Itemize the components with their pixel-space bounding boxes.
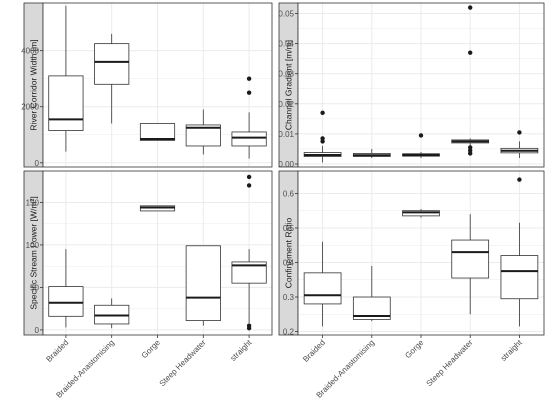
outlier-point: [468, 148, 473, 153]
y-tick-label: 0.5: [283, 224, 295, 233]
box-iqr: [352, 296, 391, 320]
box-gorge: [402, 133, 440, 158]
box-gorge: [139, 123, 176, 141]
box-iqr: [48, 286, 84, 317]
x-tick-label: Steep Headwater: [425, 338, 475, 388]
y-tick-label: 50: [30, 283, 39, 292]
strip-label: River Corridor Width [m]: [29, 39, 39, 130]
panel-border: [42, 2, 273, 168]
box-gorge: [139, 205, 176, 212]
box-iqr: [451, 239, 490, 279]
box-iqr: [500, 255, 539, 300]
box-iqr: [139, 123, 176, 141]
box-braided: [303, 241, 342, 327]
y-tick-label: 0.6: [283, 189, 295, 198]
y-tick-label: 0.3: [283, 293, 295, 302]
outlier-point: [246, 183, 252, 188]
outlier-point: [517, 130, 522, 135]
x-tick-label: Braided: [301, 338, 327, 364]
box-braided: [48, 249, 84, 328]
y-tick-label: 0.03: [278, 70, 294, 79]
outlier-point: [468, 50, 473, 55]
box-iqr: [185, 124, 221, 147]
box-braided: [48, 5, 84, 152]
outlier-point: [246, 90, 252, 95]
y-tick-label: 4000: [21, 47, 39, 56]
outlier-point: [246, 76, 252, 81]
outlier-point: [468, 145, 473, 150]
panel-2: Specific Stream Power [W/m²] 0 50 100 150 Bra…: [23, 170, 273, 400]
strip-label: Confinement Ratio: [284, 218, 294, 289]
box-straight: [500, 177, 539, 327]
y-tick-label: 100: [26, 241, 40, 250]
box-gorge: [402, 208, 440, 218]
x-tick-label: Steep Headwater: [158, 338, 208, 388]
outlier-point: [418, 133, 424, 138]
box-iqr: [231, 261, 267, 284]
box-braided-anastomising: [94, 298, 130, 329]
outlier-point: [320, 136, 325, 141]
x-tick-label: straight: [229, 338, 254, 363]
outlier-point: [320, 139, 325, 144]
box-steep-headwater: [185, 245, 221, 326]
strip-label: Channel Gradient [m/m]: [284, 40, 294, 130]
outlier-point: [468, 151, 473, 156]
box-iqr: [231, 131, 267, 147]
box-iqr: [185, 245, 221, 321]
y-tick-label: 150: [26, 198, 40, 207]
outlier-point: [246, 174, 252, 180]
box-steep-headwater: [451, 214, 490, 315]
y-tick-label: 0.4: [283, 258, 295, 267]
x-tick-label: Braided: [44, 338, 70, 364]
box-braided-anastomising: [352, 148, 391, 158]
outlier-point: [468, 5, 473, 10]
panel-border: [297, 2, 545, 168]
panel-1: Channel Gradient [m/m] 0.00 0.01 0.02 0.03 0.…: [278, 2, 545, 169]
box-straight: [231, 174, 267, 331]
box-iqr: [48, 75, 84, 131]
outlier-point: [246, 323, 252, 328]
y-tick-label: 0.02: [278, 100, 294, 109]
box-braided-anastomising: [352, 265, 391, 322]
y-tick-label: 0.00: [278, 160, 294, 169]
x-tick-label: straight: [499, 338, 524, 363]
y-tick-label: 2000: [21, 103, 39, 112]
strip-label: Specific Stream Power [W/m²]: [29, 196, 39, 309]
y-tick-label: 0.2: [283, 328, 295, 337]
y-tick-label: 0.01: [278, 130, 294, 139]
x-tick-label: Gorge: [403, 338, 425, 360]
outlier-point: [517, 177, 522, 182]
box-steep-headwater: [451, 5, 490, 156]
y-tick-label: 0.05: [278, 10, 294, 19]
box-iqr: [303, 272, 342, 305]
box-steep-headwater: [185, 109, 221, 155]
panel-0: River Corridor Width [m] 0 2000 4000: [21, 2, 273, 168]
y-tick-label: 0: [35, 326, 40, 335]
box-braided: [303, 110, 342, 163]
y-tick-label: 0.04: [278, 40, 294, 49]
box-braided-anastomising: [94, 33, 130, 124]
x-tick-label: Gorge: [140, 338, 162, 360]
box-straight: [231, 76, 267, 159]
y-tick-label: 0: [35, 159, 40, 168]
panel-3: Confinement Ratio0.20.30.40.50.6BraidedB…: [278, 170, 545, 400]
box-straight: [500, 130, 539, 158]
box-iqr: [94, 43, 130, 85]
outlier-point: [320, 110, 325, 116]
